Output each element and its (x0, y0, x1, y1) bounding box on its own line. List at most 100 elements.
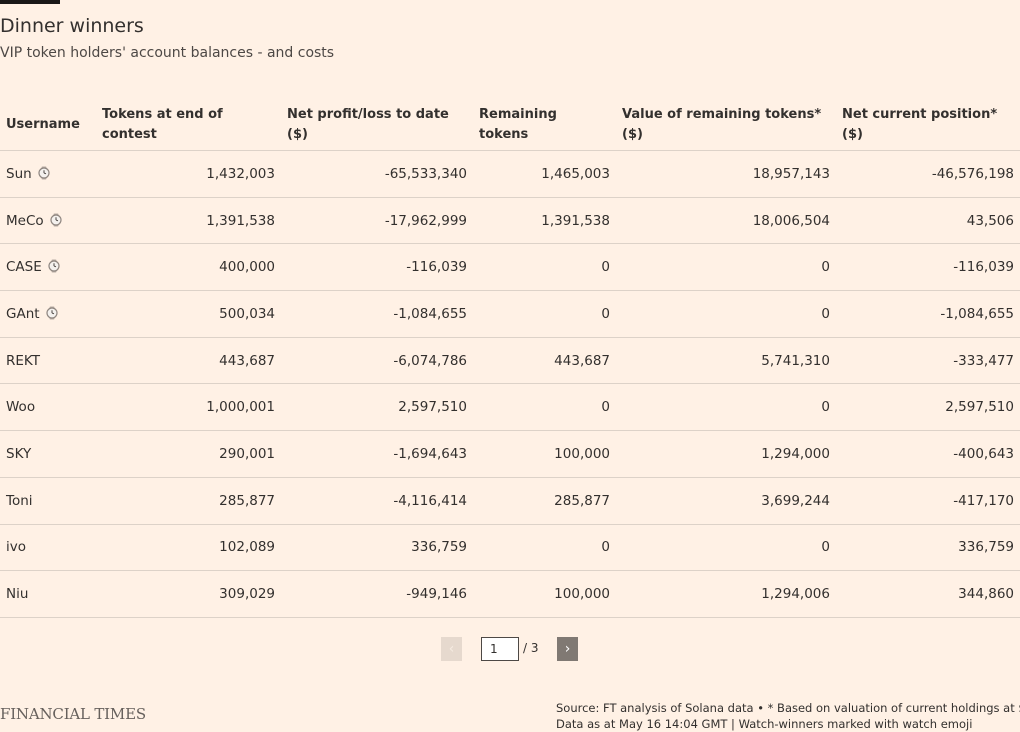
cell-net-profit-loss: -1,694,643 (281, 430, 473, 478)
cell-tokens-end: 1,000,001 (96, 383, 281, 432)
cell-value-remaining: 0 (616, 243, 836, 292)
cell-value-remaining: 18,957,143 (616, 150, 836, 198)
column-header-net-profit-loss[interactable]: Net profit/loss to date ($) (281, 100, 473, 151)
cell-value-remaining: 3,699,244 (616, 477, 836, 525)
cell-username: ivo (0, 524, 96, 572)
cell-username: Toni (0, 477, 96, 525)
cell-remaining-tokens: 443,687 (473, 337, 616, 385)
table-row: Woo 1,000,001 2,597,510 0 0 2,597,510 (0, 383, 1020, 432)
cell-net-position: -417,170 (836, 477, 1020, 525)
previous-page-button[interactable]: ‹ (441, 637, 462, 661)
source-line: Source: FT analysis of Solana data • * B… (556, 701, 1020, 715)
cell-value-remaining: 0 (616, 524, 836, 572)
cell-value-remaining: 0 (616, 290, 836, 338)
table-row: SKY 290,001 -1,694,643 100,000 1,294,000 -400… (0, 430, 1020, 478)
cell-value-remaining: 5,741,310 (616, 337, 836, 385)
cell-remaining-tokens: 0 (473, 383, 616, 432)
cell-net-position: -333,477 (836, 337, 1020, 385)
table-header-row: Username Tokens at end of contest Net pr… (0, 100, 1020, 151)
table-row: Sun 1,432,003 -65,533,340 1,465,003 18,957,1… (0, 150, 1020, 198)
column-header-value-remaining[interactable]: Value of remaining tokens* ($) (616, 100, 836, 151)
username-text: REKT (6, 352, 40, 369)
data-timestamp-line: Data as at May 16 14:04 GMT | Watch-winn… (556, 717, 973, 731)
cell-net-position: 2,597,510 (836, 383, 1020, 432)
cell-tokens-end: 309,029 (96, 570, 281, 618)
page-title: Dinner winners (0, 15, 144, 37)
cell-username: CASE (0, 243, 96, 292)
table-row: GAnt 500,034 -1,084,655 0 0 -1,084,655 (0, 290, 1020, 338)
cell-net-profit-loss: 336,759 (281, 524, 473, 572)
cell-tokens-end: 500,034 (96, 290, 281, 338)
cell-tokens-end: 400,000 (96, 243, 281, 292)
column-header-tokens-end[interactable]: Tokens at end of contest (96, 100, 281, 151)
cell-username: Woo (0, 383, 96, 432)
cell-value-remaining: 0 (616, 383, 836, 432)
cell-username: REKT (0, 337, 96, 385)
page-number-input[interactable] (481, 637, 519, 661)
cell-username: Niu (0, 570, 96, 618)
table-body: Sun 1,432,003 -65,533,340 1,465,003 18,957,1… (0, 150, 1020, 618)
cell-username: GAnt (0, 290, 96, 338)
cell-net-profit-loss: -1,084,655 (281, 290, 473, 338)
page-total: / 3 (523, 641, 539, 655)
username-text: SKY (6, 445, 32, 462)
page-subtitle: VIP token holders' account balances - an… (0, 45, 335, 61)
watch-icon (47, 259, 61, 273)
username-text: ivo (6, 539, 26, 556)
cell-net-profit-loss: -6,074,786 (281, 337, 473, 385)
table-row: MeCo 1,391,538 -17,962,999 1,391,538 18,006,… (0, 197, 1020, 245)
cell-net-position: -116,039 (836, 243, 1020, 292)
next-page-button[interactable]: › (557, 637, 578, 661)
cell-net-position: 336,759 (836, 524, 1020, 572)
cell-net-profit-loss: -949,146 (281, 570, 473, 618)
cell-tokens-end: 1,391,538 (96, 197, 281, 245)
data-table: Username Tokens at end of contest Net pr… (0, 100, 1020, 618)
cell-net-profit-loss: 2,597,510 (281, 383, 473, 432)
username-text: Woo (6, 399, 36, 416)
cell-net-position: 43,506 (836, 197, 1020, 245)
watch-icon (37, 166, 51, 180)
financial-times-logo: FINANCIAL TIMES (0, 705, 146, 723)
cell-net-position: 344,860 (836, 570, 1020, 618)
table-row: Niu 309,029 -949,146 100,000 1,294,006 344,86… (0, 570, 1020, 618)
cell-value-remaining: 1,294,006 (616, 570, 836, 618)
cell-tokens-end: 285,877 (96, 477, 281, 525)
table-row: CASE 400,000 -116,039 0 0 -116,039 (0, 243, 1020, 292)
username-text: Niu (6, 586, 29, 603)
cell-tokens-end: 1,432,003 (96, 150, 281, 198)
cell-net-profit-loss: -116,039 (281, 243, 473, 292)
username-text: CASE (6, 259, 42, 276)
source-note: Source: FT analysis of Solana data • * B… (556, 700, 1020, 732)
cell-remaining-tokens: 100,000 (473, 570, 616, 618)
column-header-username[interactable]: Username (0, 100, 96, 151)
cell-username: Sun (0, 150, 96, 198)
cell-net-position: -1,084,655 (836, 290, 1020, 338)
cell-remaining-tokens: 1,391,538 (473, 197, 616, 245)
username-text: MeCo (6, 212, 44, 229)
cell-remaining-tokens: 0 (473, 243, 616, 292)
cell-net-position: -400,643 (836, 430, 1020, 478)
cell-net-position: -46,576,198 (836, 150, 1020, 198)
username-text: Sun (6, 165, 32, 182)
cell-remaining-tokens: 1,465,003 (473, 150, 616, 198)
cell-tokens-end: 443,687 (96, 337, 281, 385)
cell-net-profit-loss: -4,116,414 (281, 477, 473, 525)
table-row: ivo 102,089 336,759 0 0 336,759 (0, 524, 1020, 572)
cell-value-remaining: 18,006,504 (616, 197, 836, 245)
watch-icon (45, 306, 59, 320)
cell-remaining-tokens: 285,877 (473, 477, 616, 525)
username-text: GAnt (6, 305, 40, 322)
table-row: REKT 443,687 -6,074,786 443,687 5,741,310 -33… (0, 337, 1020, 385)
table-header: Username Tokens at end of contest Net pr… (0, 100, 1020, 151)
column-header-remaining-tokens[interactable]: Remaining tokens (473, 100, 616, 151)
cell-username: MeCo (0, 197, 96, 245)
table-row: Toni 285,877 -4,116,414 285,877 3,699,244 -41… (0, 477, 1020, 525)
column-header-net-position[interactable]: Net current position* ($) (836, 100, 1020, 151)
cell-net-profit-loss: -65,533,340 (281, 150, 473, 198)
cell-value-remaining: 1,294,000 (616, 430, 836, 478)
watch-icon (49, 213, 63, 227)
cell-remaining-tokens: 0 (473, 290, 616, 338)
cell-tokens-end: 102,089 (96, 524, 281, 572)
pagination: ‹ / 3 › (441, 637, 581, 661)
cell-tokens-end: 290,001 (96, 430, 281, 478)
